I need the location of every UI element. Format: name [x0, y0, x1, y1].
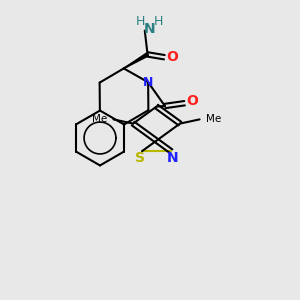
Text: H: H — [154, 15, 164, 28]
Text: Me: Me — [206, 114, 221, 124]
Text: Me: Me — [92, 114, 107, 124]
Text: N: N — [144, 22, 156, 36]
Text: N: N — [143, 76, 153, 89]
Text: H: H — [136, 15, 146, 28]
Polygon shape — [124, 53, 148, 68]
Text: N: N — [167, 151, 179, 165]
Text: S: S — [135, 151, 145, 165]
Text: O: O — [167, 50, 178, 64]
Text: O: O — [187, 94, 199, 108]
